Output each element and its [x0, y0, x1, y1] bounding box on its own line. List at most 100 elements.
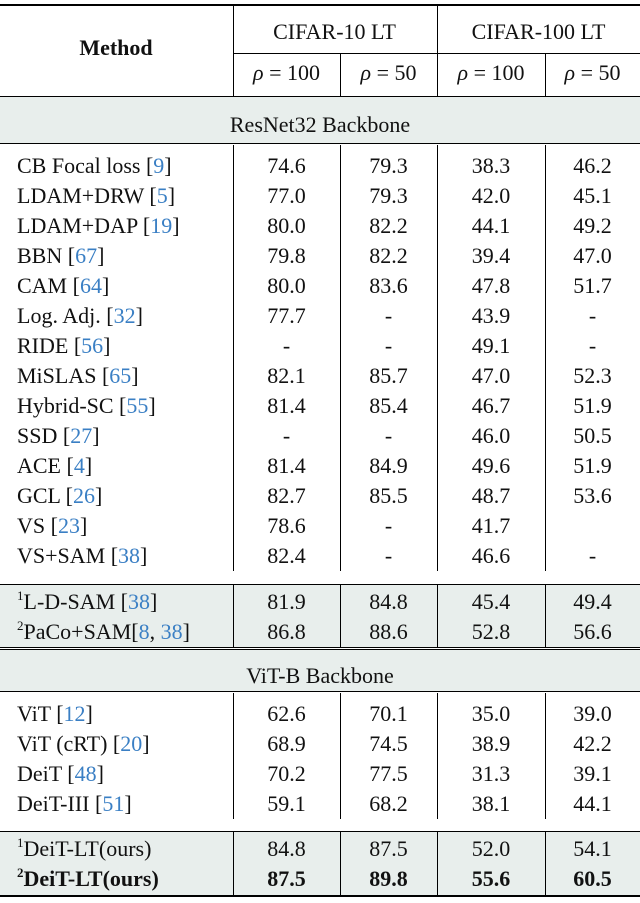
value-cell: 56.6 [573, 619, 612, 644]
column-divider [437, 693, 438, 819]
citation-link[interactable]: 9 [153, 153, 165, 178]
bracket: ] [140, 543, 148, 568]
value-cell: 81.9 [267, 589, 306, 614]
value-cell: 82.2 [369, 213, 408, 238]
citation-link[interactable]: 32 [113, 303, 136, 328]
value-cell: 39.1 [573, 761, 612, 786]
value-cell: 39.4 [471, 243, 511, 268]
method-name: VS [ [17, 513, 58, 538]
citation-link[interactable]: 27 [70, 423, 93, 448]
method-cell: 2DeiT-LT(ours) [17, 864, 159, 894]
citation-link[interactable]: 48 [74, 761, 97, 786]
method-name: ViT [ [17, 701, 64, 726]
value-cell: 42.2 [573, 731, 612, 756]
method-cell: 1DeiT-LT(ours) [17, 834, 151, 864]
citation-link[interactable]: 56 [81, 333, 104, 358]
value-cell: 46.7 [471, 393, 511, 418]
bracket: ] [148, 393, 156, 418]
method-cell: ViT [12] [17, 699, 93, 729]
value-cell: 79.3 [369, 153, 408, 178]
column-divider [340, 585, 341, 647]
citation-link[interactable]: 12 [63, 701, 86, 726]
group-underline [233, 53, 640, 54]
method-cell: VS+SAM [38] [17, 541, 147, 571]
value-cell: 80.0 [267, 273, 306, 298]
value-cell: 48.7 [471, 483, 511, 508]
value-cell: 84.9 [369, 453, 408, 478]
bracket: ] [92, 423, 100, 448]
highlight-band [0, 585, 640, 647]
column-divider [545, 54, 546, 96]
method-name: CAM [ [17, 273, 80, 298]
section-band [0, 650, 640, 691]
method-name: Log. Adj. [ [17, 303, 114, 328]
column-divider [233, 693, 234, 819]
value-cell: 51.9 [573, 393, 612, 418]
citation-link[interactable]: 23 [57, 513, 80, 538]
bracket: ] [182, 619, 190, 644]
value-cell: 79.3 [369, 183, 408, 208]
value-cell: - [588, 303, 597, 328]
method-cell: MiSLAS [65] [17, 361, 139, 391]
bracket: ] [97, 243, 105, 268]
method-name: DeiT [ [17, 761, 75, 786]
method-cell: CB Focal loss [9] [17, 151, 172, 181]
value-cell: 70.1 [369, 701, 408, 726]
column-divider [340, 832, 341, 895]
column-divider [437, 6, 438, 96]
citation-link[interactable]: 26 [73, 483, 96, 508]
value-cell: 44.1 [573, 791, 612, 816]
column-divider [233, 6, 234, 96]
method-name: MiSLAS [ [17, 363, 110, 388]
method-name: L-D-SAM [ [23, 589, 129, 614]
method-name: SSD [ [17, 423, 71, 448]
value-cell: 83.6 [369, 273, 408, 298]
bracket: ] [150, 589, 158, 614]
method-cell: ACE [4] [17, 451, 92, 481]
citation-link[interactable]: 8 [138, 619, 150, 644]
section-band [0, 97, 640, 143]
citation-link[interactable]: 4 [73, 453, 85, 478]
bracket: ] [96, 761, 104, 786]
method-cell: ViT (cRT) [20] [17, 729, 150, 759]
method-name: DeiT-LT(ours) [23, 866, 159, 891]
value-cell: - [384, 333, 393, 358]
bracket: ] [84, 453, 93, 478]
footnote-marker: 1 [17, 588, 24, 603]
citation-link[interactable]: 65 [109, 363, 132, 388]
citation-link[interactable]: 67 [75, 243, 98, 268]
value-cell: 78.6 [267, 513, 306, 538]
subcol-header: ρ = 100 [253, 60, 320, 85]
value-cell: - [384, 543, 393, 568]
value-cell: 84.8 [267, 836, 306, 861]
method-name: LDAM+DAP [ [17, 213, 151, 238]
value-cell: 47.8 [471, 273, 511, 298]
value-cell: 44.1 [471, 213, 511, 238]
citation-link[interactable]: 64 [79, 273, 102, 298]
citation-link[interactable]: 51 [102, 791, 125, 816]
value-cell: 88.6 [369, 619, 408, 644]
citation-link[interactable]: 5 [156, 183, 168, 208]
column-divider [545, 832, 546, 895]
value-cell: 49.2 [573, 213, 612, 238]
section-title: ResNet32 Backbone [229, 112, 411, 137]
value-cell: 46.0 [471, 423, 511, 448]
footnote-marker: 1 [17, 835, 24, 850]
value-cell: - [384, 423, 393, 448]
subcol-header: ρ = 50 [564, 60, 621, 85]
column-divider [437, 145, 438, 571]
value-cell: 82.2 [369, 243, 408, 268]
value-cell: 49.1 [471, 333, 511, 358]
value-cell [545, 511, 640, 541]
citation-link[interactable]: 20 [120, 731, 143, 756]
citation-link[interactable]: 55 [126, 393, 149, 418]
citation-link[interactable]: 38 [118, 543, 141, 568]
bracket: ] [103, 333, 111, 358]
citation-link[interactable]: 38 [160, 619, 183, 644]
value-cell: - [384, 303, 393, 328]
value-cell: 39.0 [573, 701, 612, 726]
citation-link[interactable]: 38 [128, 589, 150, 614]
subcol-header: ρ = 100 [457, 60, 525, 85]
citation-link[interactable]: 19 [150, 213, 173, 238]
bracket: ] [135, 303, 143, 328]
